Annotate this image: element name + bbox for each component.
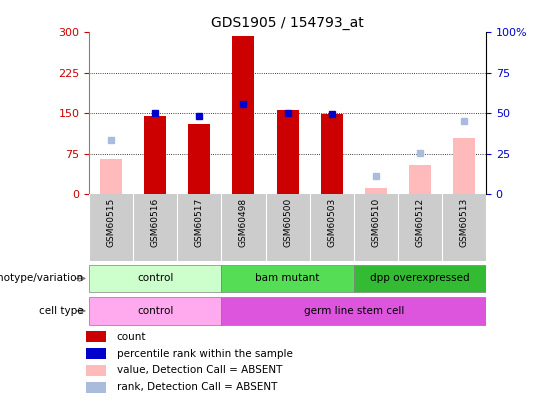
- Text: bam mutant: bam mutant: [255, 273, 320, 283]
- Text: percentile rank within the sample: percentile rank within the sample: [117, 349, 293, 358]
- Bar: [86, 348, 106, 359]
- Text: dpp overexpressed: dpp overexpressed: [370, 273, 470, 283]
- Bar: [100, 159, 122, 194]
- Text: GSM60500: GSM60500: [283, 198, 292, 247]
- Bar: [188, 124, 211, 194]
- Text: GSM60512: GSM60512: [415, 198, 424, 247]
- Bar: [276, 110, 299, 194]
- Bar: [232, 36, 254, 194]
- Bar: [409, 165, 431, 194]
- Bar: [321, 115, 343, 194]
- Text: germ line stem cell: germ line stem cell: [303, 306, 404, 316]
- Text: rank, Detection Call = ABSENT: rank, Detection Call = ABSENT: [117, 382, 277, 392]
- Title: GDS1905 / 154793_at: GDS1905 / 154793_at: [211, 16, 364, 30]
- Bar: [453, 138, 475, 194]
- Bar: [221, 297, 486, 324]
- Text: GSM60510: GSM60510: [372, 198, 380, 247]
- Text: genotype/variation: genotype/variation: [0, 273, 84, 283]
- Bar: [89, 265, 221, 292]
- Text: GSM60515: GSM60515: [107, 198, 116, 247]
- Bar: [144, 116, 166, 194]
- Bar: [86, 382, 106, 392]
- Text: GSM60498: GSM60498: [239, 198, 248, 247]
- Bar: [86, 365, 106, 376]
- Bar: [354, 265, 486, 292]
- Bar: [86, 331, 106, 342]
- Text: GSM60513: GSM60513: [460, 198, 468, 247]
- Text: control: control: [137, 306, 173, 316]
- Text: control: control: [137, 273, 173, 283]
- Text: count: count: [117, 332, 146, 342]
- Text: GSM60517: GSM60517: [195, 198, 204, 247]
- Text: cell type: cell type: [39, 306, 84, 316]
- Bar: [89, 297, 221, 324]
- Text: GSM60503: GSM60503: [327, 198, 336, 247]
- Text: value, Detection Call = ABSENT: value, Detection Call = ABSENT: [117, 365, 282, 375]
- Bar: [364, 188, 387, 194]
- Text: GSM60516: GSM60516: [151, 198, 160, 247]
- Bar: [221, 265, 354, 292]
